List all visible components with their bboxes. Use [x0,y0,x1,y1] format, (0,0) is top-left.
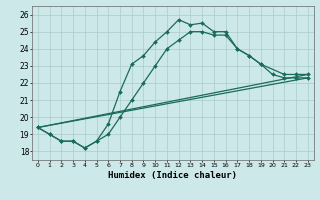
X-axis label: Humidex (Indice chaleur): Humidex (Indice chaleur) [108,171,237,180]
